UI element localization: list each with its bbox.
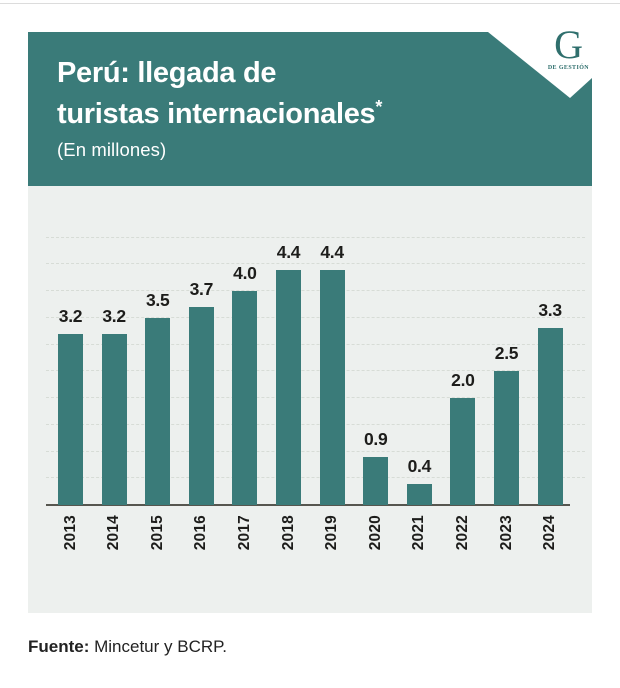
x-axis-label: 2018	[266, 515, 311, 577]
gridline	[46, 316, 585, 318]
bar-value-label: 0.9	[363, 428, 388, 449]
gestion-logo-icon: G	[554, 22, 583, 67]
gridline	[46, 423, 585, 425]
bar-value-label: 2.5	[494, 343, 519, 364]
bar-value-label: 4.0	[233, 263, 257, 283]
x-axis-label: 2017	[222, 515, 267, 577]
x-axis-line	[46, 504, 570, 506]
x-axis-label: 2024	[528, 515, 573, 577]
x-axis-label: 2021	[397, 515, 442, 577]
x-axis-label: 2022	[440, 515, 485, 577]
bar-value-label: 3.7	[189, 279, 214, 300]
bar-2023	[494, 371, 519, 505]
bar-value-label: 3.5	[145, 289, 170, 310]
top-divider-line	[0, 3, 620, 4]
x-axis-label-text: 2020	[366, 515, 384, 551]
x-axis-label-text: 2015	[148, 515, 166, 551]
x-axis-label: 2016	[179, 515, 224, 577]
bar-value-label: 3.2	[58, 305, 83, 326]
bar-value-label: 2.0	[451, 370, 475, 390]
gridline	[46, 477, 585, 479]
bar-2015	[145, 317, 171, 505]
bar-value-label: 4.4	[276, 241, 301, 262]
gridline	[46, 450, 585, 452]
x-axis-label: 2014	[92, 515, 137, 577]
bar-value-label: 3.2	[102, 305, 126, 326]
gridline	[46, 290, 585, 291]
x-axis-label-text: 2022	[453, 515, 471, 551]
x-axis-label-text: 2013	[61, 515, 79, 551]
x-axis-label-text: 2016	[192, 515, 210, 551]
units-subtitle: (En millones)	[57, 139, 167, 160]
gridline	[46, 397, 585, 398]
gridline	[46, 370, 585, 372]
gridline	[46, 236, 585, 238]
gestion-logo-caption: DE GESTIÓN	[547, 65, 589, 71]
bar-2018	[276, 269, 301, 505]
source-label: Fuente:	[28, 637, 90, 656]
x-axis-label-text: 2014	[105, 515, 123, 551]
footnote-asterisk: *	[375, 97, 383, 117]
bar-2022	[450, 398, 476, 505]
plot-area: 3.2 3.2 3.5 3.7 4.0 4.4 4.4 0.9 0.4 2.0 2.5 3.3	[28, 186, 592, 506]
bar-value-label: 0.4	[407, 455, 432, 476]
source-text: Mincetur y BCRP.	[89, 637, 228, 656]
bar-2014	[101, 333, 127, 505]
x-axis-label-text: 2024	[541, 515, 559, 551]
bar-value-label: 4.4	[320, 241, 344, 262]
bar-2024	[537, 328, 563, 505]
title-line-2: turistas internacionales*	[57, 97, 383, 130]
bar-2021	[406, 483, 432, 505]
bar-2020	[363, 456, 389, 505]
bar-2019	[319, 269, 345, 505]
x-axis-label: 2019	[310, 515, 355, 577]
x-axis-label: 2020	[353, 515, 398, 577]
x-axis-label: 2023	[484, 515, 529, 577]
source-note: Fuente: Mincetur y BCRP.	[28, 637, 227, 657]
title-line-1: Perú: llegada de	[57, 57, 277, 89]
bar-2016	[188, 307, 214, 505]
x-axis-label-text: 2019	[323, 515, 341, 551]
gridline	[46, 263, 585, 265]
x-axis-label-text: 2021	[410, 515, 428, 551]
chart-panel: 3.2 3.2 3.5 3.7 4.0 4.4 4.4 0.9 0.4 2.0 2.5 3.3 201…	[28, 186, 592, 613]
bar-2017	[232, 291, 258, 505]
x-axis-label-text: 2017	[235, 515, 253, 551]
chart-title: Perú: llegada de turistas internacionale…	[57, 56, 382, 161]
x-axis-label: 2013	[48, 515, 93, 577]
x-axis-label: 2015	[135, 515, 180, 577]
x-axis-label-text: 2023	[497, 515, 515, 551]
gridline	[46, 343, 585, 345]
bar-value-label: 3.3	[538, 300, 562, 321]
x-axis-label-text: 2018	[279, 515, 297, 551]
header-banner: Perú: llegada de turistas internacionale…	[28, 25, 592, 186]
bar-2013	[58, 333, 83, 505]
